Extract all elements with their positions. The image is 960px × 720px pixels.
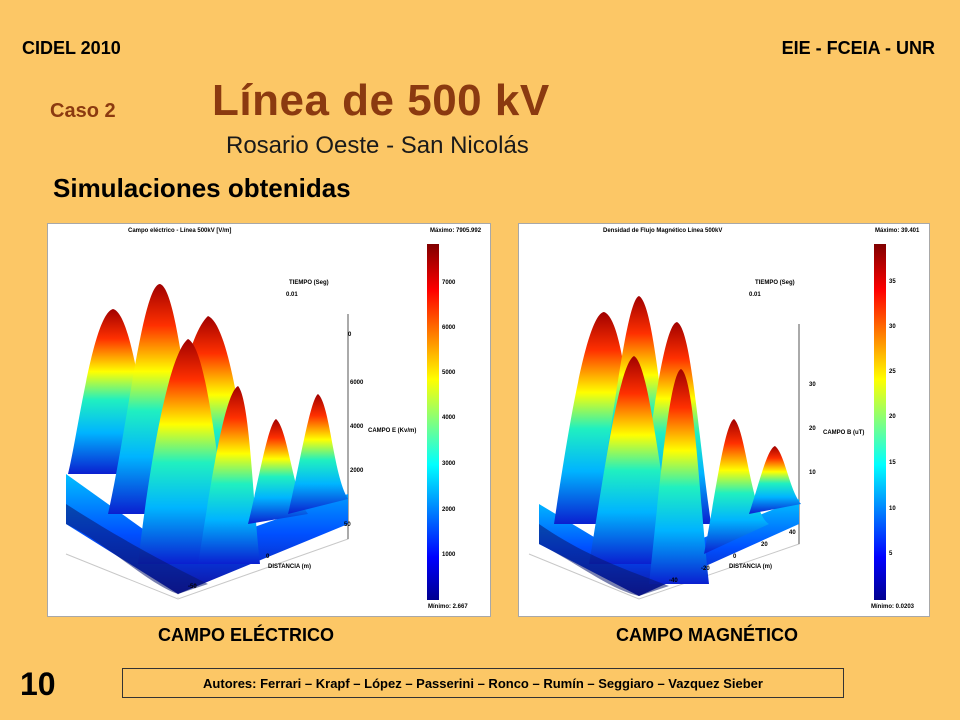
magnetic-colorbar-tick: 15 (889, 460, 896, 466)
slide-subtitle: Rosario Oeste - San Nicolás (226, 132, 529, 159)
magnetic-colorbar-tick: 10 (889, 506, 896, 512)
electric-colorbar-tick: 1000 (442, 552, 456, 558)
electric-x-axis-label: DISTANCIA (m) (268, 564, 311, 570)
conference-label: CIDEL 2010 (22, 38, 121, 58)
electric-z-tick: 4000 (350, 424, 364, 430)
magnetic-max-label: Máximo: 39.401 (875, 228, 920, 234)
electric-max-label: Máximo: 7905.992 (430, 228, 482, 234)
electric-x-tick: -50 (188, 584, 197, 590)
section-title: Simulaciones obtenidas (53, 173, 351, 203)
electric-z-axis-label: CAMPO E (Kv/m) (368, 428, 417, 434)
electric-field-surface (65, 284, 349, 600)
institution-label: EIE - FCEIA - UNR (781, 38, 935, 58)
magnetic-z-axis-label: CAMPO B (uT) (823, 430, 865, 436)
magnetic-colorbar-tick: 5 (889, 551, 893, 557)
magnetic-colorbar-tick: 25 (889, 369, 896, 375)
magnetic-z-tick: 30 (809, 382, 816, 388)
magnetic-field-surface (528, 296, 801, 600)
electric-min-label: Mínimo: 2.667 (428, 604, 468, 610)
page-number: 10 (20, 666, 56, 702)
case-label: Caso 2 (50, 100, 116, 122)
magnetic-x-axis-label: DISTANCIA (m) (729, 564, 772, 570)
magnetic-colorbar-tick: 20 (889, 414, 896, 420)
magnetic-plot-title: Densidad de Flujo Magnético Línea 500kV (603, 228, 723, 234)
magnetic-colorbar-tick: 30 (889, 324, 896, 330)
electric-colorbar-tick: 6000 (442, 325, 456, 331)
magnetic-colorbar-tick: 35 (889, 279, 896, 285)
magnetic-z-tick: 10 (809, 470, 816, 476)
electric-z-tick: 6000 (350, 380, 364, 386)
authors-box: Autores: Ferrari – Krapf – López – Passe… (122, 668, 844, 698)
magnetic-field-caption: CAMPO MAGNÉTICO (616, 625, 798, 645)
electric-colorbar-tick: 5000 (442, 370, 456, 376)
electric-z-tick: 2000 (350, 468, 364, 474)
electric-x-tick: 50 (344, 522, 351, 528)
electric-field-caption: CAMPO ELÉCTRICO (158, 625, 335, 645)
electric-z-tick: 0 (348, 332, 352, 338)
electric-colorbar-tick: 3000 (442, 461, 456, 467)
slide-title: Línea de 500 kV (212, 76, 550, 125)
magnetic-x-tick: -20 (701, 566, 710, 572)
electric-field-plot: Campo eléctrico - Línea 500kV [V/m] Máxi… (47, 223, 491, 617)
electric-time-value: 0.01 (286, 292, 298, 298)
electric-colorbar (427, 244, 439, 600)
electric-colorbar-tick: 4000 (442, 415, 456, 421)
magnetic-x-tick: 20 (761, 542, 768, 548)
magnetic-time-label: TIEMPO (Seg) (755, 280, 795, 286)
electric-x-tick: 0 (266, 554, 270, 560)
magnetic-z-tick: 20 (809, 426, 816, 432)
magnetic-x-tick: 40 (789, 530, 796, 536)
magnetic-x-tick: -40 (669, 578, 678, 584)
electric-colorbar-tick: 7000 (442, 280, 456, 286)
electric-time-label: TIEMPO (Seg) (289, 280, 329, 286)
magnetic-time-value: 0.01 (749, 292, 761, 298)
magnetic-x-tick: 0 (733, 554, 737, 560)
magnetic-field-plot: Densidad de Flujo Magnético Línea 500kV … (518, 223, 930, 617)
electric-colorbar-tick: 2000 (442, 507, 456, 513)
magnetic-colorbar (874, 244, 886, 600)
magnetic-min-label: Mínimo: 0.0203 (871, 604, 915, 610)
electric-plot-title: Campo eléctrico - Línea 500kV [V/m] (128, 228, 232, 234)
